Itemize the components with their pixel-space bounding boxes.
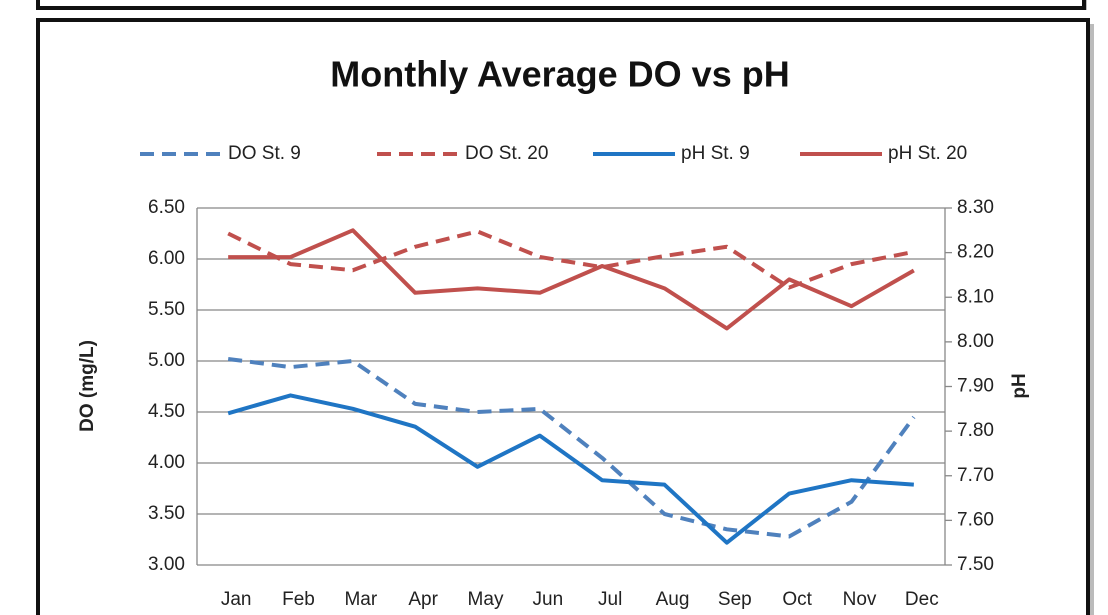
x-tick-label: Feb	[282, 589, 315, 610]
x-tick-label: Jun	[533, 589, 564, 610]
upper-panel	[36, 0, 1086, 10]
x-tick-label: Jul	[598, 589, 622, 610]
x-tick-label: Sep	[718, 589, 752, 610]
y-tick-label: 3.00	[148, 554, 185, 575]
x-tick-label: Oct	[782, 589, 812, 610]
x-tick-label: Jan	[221, 589, 252, 610]
y-tick-label: 6.50	[148, 197, 185, 218]
y2-tick-label: 7.50	[957, 554, 994, 575]
y-tick-label: 5.50	[148, 299, 185, 320]
legend-label: DO St. 9	[228, 143, 301, 164]
y2-tick-label: 8.30	[957, 197, 994, 218]
y2-tick-label: 8.20	[957, 242, 994, 263]
x-tick-label: Apr	[408, 589, 438, 610]
x-tick-label: Aug	[656, 589, 690, 610]
y-tick-label: 4.50	[148, 401, 185, 422]
x-tick-label: Nov	[843, 589, 877, 610]
series-line	[228, 228, 915, 331]
y2-tick-label: 7.70	[957, 465, 994, 486]
y2-axis-title: pH	[1009, 373, 1030, 398]
y2-tick-label: 7.80	[957, 420, 994, 441]
y2-tick-label: 7.60	[957, 509, 994, 530]
series-line	[227, 393, 914, 545]
y-tick-label: 6.00	[148, 248, 185, 269]
x-tick-label: May	[468, 589, 504, 610]
y-tick-label: 3.50	[148, 503, 185, 524]
y-tick-label: 5.00	[148, 350, 185, 371]
legend-label: DO St. 20	[465, 143, 548, 164]
legend-label: pH St. 20	[888, 143, 967, 164]
y2-tick-label: 8.00	[957, 331, 994, 352]
x-tick-label: Mar	[344, 589, 377, 610]
y-tick-label: 4.00	[148, 452, 185, 473]
chart-panel	[36, 18, 1090, 615]
series-line	[227, 356, 916, 539]
chart-title: Monthly Average DO vs pH	[330, 54, 789, 95]
y2-tick-label: 7.90	[957, 376, 994, 397]
x-tick-label: Dec	[905, 589, 939, 610]
legend-label: pH St. 9	[681, 143, 750, 164]
y2-tick-label: 8.10	[957, 286, 994, 307]
y-axis-title: DO (mg/L)	[77, 340, 98, 432]
